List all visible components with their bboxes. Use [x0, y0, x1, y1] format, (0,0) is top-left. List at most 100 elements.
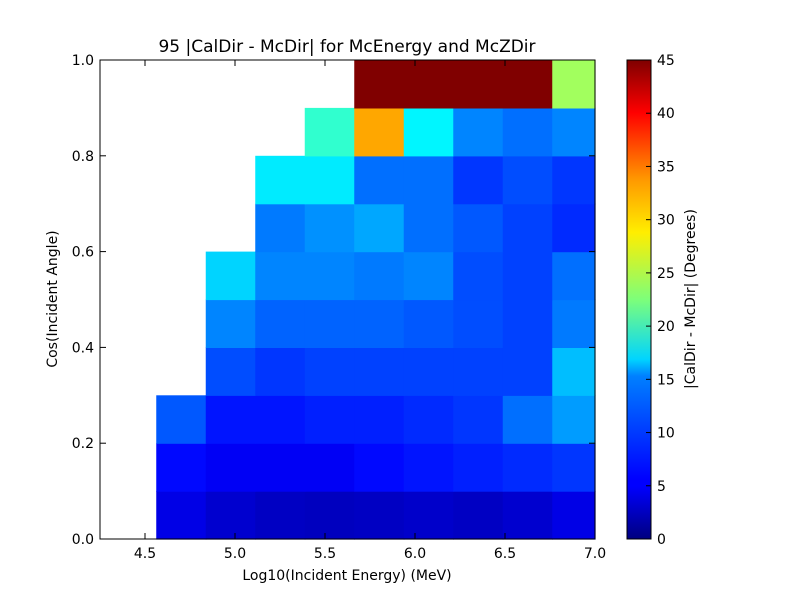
heatmap-cell	[354, 443, 405, 492]
heatmap-cell	[502, 251, 553, 301]
heatmap-cell	[304, 491, 355, 540]
y-tick-label: 0.8	[72, 149, 94, 165]
y-tick-label: 1.0	[72, 53, 94, 69]
heatmap-cell	[304, 203, 355, 253]
y-tick-label: 0.0	[72, 532, 94, 548]
heatmap-cell	[205, 395, 256, 444]
colorbar-label: |CalDir - McDir| (Degrees)	[683, 209, 699, 389]
x-tick-label: 6.0	[404, 546, 426, 562]
colorbar-tick-label: 30	[657, 213, 675, 229]
heatmap-cell	[502, 299, 553, 348]
heatmap-cell	[552, 155, 596, 205]
heatmap-cell	[354, 347, 405, 396]
heatmap-cell	[552, 395, 596, 444]
heatmap-cell	[453, 203, 504, 253]
colorbar-tick-label: 45	[657, 53, 675, 69]
heatmap-cell	[354, 203, 405, 253]
x-axis-label: Log10(Incident Energy) (MeV)	[242, 568, 451, 584]
chart-title: 95 |CalDir - McDir| for McEnergy and McZ…	[158, 37, 535, 57]
heatmap-cell	[502, 203, 553, 253]
heatmap-cell	[502, 395, 553, 444]
y-tick-label: 0.2	[72, 436, 94, 452]
heatmap-cell	[354, 299, 405, 348]
colorbar-ticks: 0 5 10 15 20 25 30 35 40 45	[646, 53, 675, 548]
heatmap-cell	[502, 443, 553, 492]
heatmap-cell	[502, 60, 553, 109]
heatmap-cell	[255, 299, 306, 348]
heatmap-cell	[205, 299, 256, 348]
heatmap-cell	[552, 491, 596, 540]
heatmap-cell	[205, 347, 256, 396]
x-tick-label: 6.5	[494, 546, 516, 562]
colorbar	[626, 59, 652, 540]
heatmap-cell	[255, 491, 306, 540]
y-axis-label: Cos(Incident Angle)	[45, 230, 61, 367]
colorbar-tick-label: 5	[657, 479, 666, 495]
heatmap-cell	[403, 155, 454, 205]
heatmap-cell	[304, 251, 355, 301]
heatmap-cell	[552, 107, 596, 157]
heatmap-cell	[403, 60, 454, 109]
heatmap-cell	[552, 443, 596, 492]
heatmap-cell	[453, 347, 504, 396]
heatmap-cell	[255, 347, 306, 396]
heatmap-cell	[255, 203, 306, 253]
colorbar-tick-label: 0	[657, 532, 666, 548]
heatmap-cell	[205, 443, 256, 492]
heatmap-cell	[453, 107, 504, 157]
heatmap-cell	[453, 395, 504, 444]
heatmap-cell	[502, 491, 553, 540]
heatmap-cell	[304, 443, 355, 492]
y-axis-ticks: 0.0 0.2 0.4 0.6 0.8 1.0	[72, 53, 595, 548]
heatmap-cell	[255, 251, 306, 301]
x-axis-ticks: 4.5 5.0 5.5 6.0 6.5 7.0	[134, 60, 606, 562]
x-tick-label: 5.0	[224, 546, 246, 562]
heatmap-cell	[403, 203, 454, 253]
heatmap-cell	[403, 491, 454, 540]
heatmap-cell	[403, 299, 454, 348]
colorbar-tick-label: 20	[657, 319, 675, 335]
heatmap-cell	[156, 395, 207, 444]
heatmap-cell	[552, 347, 596, 396]
plot-frame	[99, 59, 596, 540]
heatmap-cell	[255, 155, 306, 205]
heatmap-cell	[304, 395, 355, 444]
heatmap-cell	[403, 443, 454, 492]
heatmap-cell	[502, 155, 553, 205]
heatmap-cell	[502, 107, 553, 157]
heatmap-cell	[354, 60, 405, 109]
heatmap-cell	[552, 60, 596, 109]
heatmap-cell	[453, 491, 504, 540]
heatmap-cell	[354, 107, 405, 157]
heatmap-cell	[552, 203, 596, 253]
heatmap-cell	[453, 443, 504, 492]
heatmap-cell	[304, 299, 355, 348]
heatmap-cell	[403, 395, 454, 444]
heatmap-cell	[502, 347, 553, 396]
heatmap-cell	[304, 155, 355, 205]
heatmap-cell	[403, 251, 454, 301]
heatmap-cell	[552, 251, 596, 301]
heatmap-cell	[354, 395, 405, 444]
heatmap-cell	[304, 347, 355, 396]
colorbar-tick-label: 25	[657, 266, 675, 282]
heatmap-cell	[304, 107, 355, 157]
colorbar-tick-label: 35	[657, 159, 675, 175]
heatmap-cell	[453, 60, 504, 109]
x-tick-label: 7.0	[584, 546, 606, 562]
heatmap-cell	[403, 107, 454, 157]
heatmap-cell	[205, 491, 256, 540]
colorbar-tick-label: 15	[657, 372, 675, 388]
heatmap-cell	[354, 491, 405, 540]
heatmap-cell	[403, 347, 454, 396]
heatmap-cell	[453, 299, 504, 348]
heatmap-cell	[255, 395, 306, 444]
heatmap-cell	[453, 155, 504, 205]
heatmap-cell	[255, 443, 306, 492]
heatmap-cell	[205, 251, 256, 301]
heatmap-cell	[453, 251, 504, 301]
heatmap-cell	[354, 155, 405, 205]
heatmap-cell	[552, 299, 596, 348]
heatmap-cells	[156, 60, 596, 540]
